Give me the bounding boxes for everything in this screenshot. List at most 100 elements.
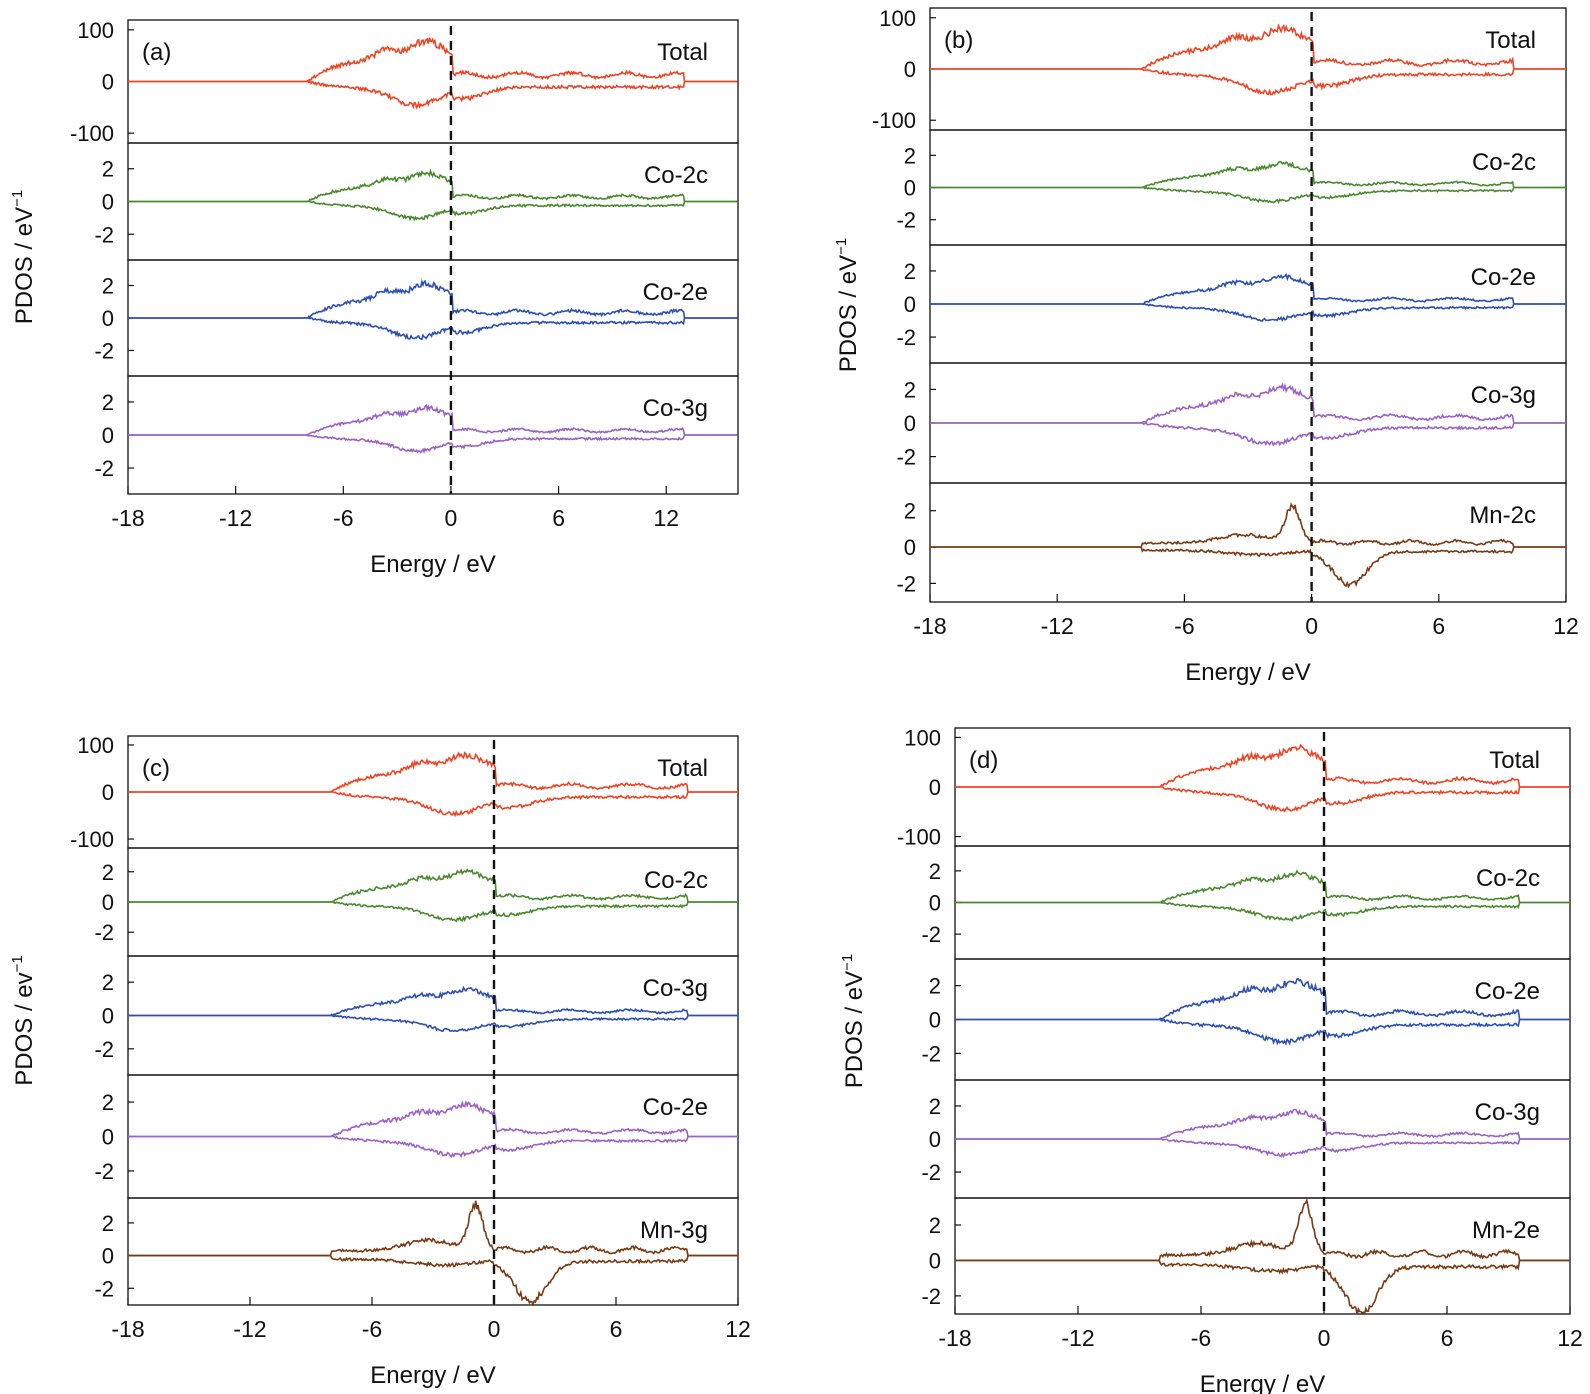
subplot-label: Co-2e [643,279,708,306]
y-tick-label: 2 [904,143,916,168]
y-axis-label-text: PDOS / eV [841,971,868,1088]
spin-down-line [955,1018,1570,1046]
subplot-co-3g: 2 0 -2 Co-3g [94,375,739,495]
y-tick-label: 2 [102,1211,114,1236]
subplot-co-2c: 2 0 -2 Co-2c [921,845,1571,960]
spin-down-line [128,791,738,818]
y-tick-label: -100 [70,827,114,852]
subplot-label: Total [657,39,708,66]
x-tick-label: -18 [938,1325,971,1351]
x-tick-label: -12 [1061,1325,1094,1351]
y-tick-label: 0 [102,70,114,95]
y-tick-label: 0 [102,306,114,331]
y-axis-label-text: PDOS / eV [835,255,862,372]
spin-down-line [930,68,1566,96]
y-tick-label: -2 [94,920,114,945]
spin-down-line [128,200,738,222]
y-tick-label: 100 [904,725,941,750]
y-tick-label: -2 [94,456,114,481]
spin-down-line [930,186,1566,205]
y-tick-label: -100 [872,108,916,133]
x-tick-label: 6 [610,1316,623,1342]
x-tick-label: -6 [1191,1325,1211,1351]
x-tick-label: 0 [1318,1325,1331,1351]
subplot-label: Total [1489,747,1540,774]
subplot-co-3g: 2 0 -2 Co-3g [896,362,1567,484]
subplot-total: 100 0 -100 Total [897,725,1571,850]
subplot-co-2e: 2 0 -2 Co-2e [94,259,739,377]
y-tick-label: 0 [904,535,916,560]
y-tick-label: 2 [102,860,114,885]
subplot-label: Mn-2c [1469,502,1536,529]
x-tick-label: -12 [233,1316,266,1342]
spin-down-line [955,1259,1570,1316]
x-axis-label: Energy / eV [370,551,495,578]
y-axis-label: PDOS / ev−1 [9,955,38,1085]
y-tick-label: -2 [921,922,941,947]
subplot-mn-2c: 2 0 -2 Mn-2c [896,482,1567,603]
y-tick-label: 2 [102,1090,114,1115]
subplot-label: Co-3g [643,395,708,422]
subplot-label: Co-2e [643,1094,708,1121]
subplot-label: Co-2e [1475,978,1540,1005]
y-tick-label: 0 [102,423,114,448]
y-tick-label: 0 [102,1244,114,1269]
y-tick-label: 0 [102,780,114,805]
spin-down-line [128,1014,738,1033]
spin-up-line [930,160,1566,189]
x-tick-label: -6 [1174,613,1194,639]
y-tick-label: 0 [929,1248,941,1273]
y-tick-label: 100 [879,6,916,31]
y-axis-label: PDOS / eV−1 [833,238,862,372]
subplot-label: Total [657,755,708,782]
spin-down-line [930,422,1566,447]
subplot-label: Total [1485,27,1536,54]
y-tick-label: -2 [896,325,916,350]
y-tick-label: 100 [77,733,114,758]
subplot-label: Co-2c [644,867,708,894]
x-tick-label: 12 [725,1316,751,1342]
y-tick-label: -2 [896,445,916,470]
y-axis-label-superscript: −1 [9,955,26,972]
spin-down-line [128,901,738,923]
x-tick-label: -18 [111,1316,144,1342]
x-tick-label: 0 [1305,613,1318,639]
y-axis-label-superscript: −1 [839,954,856,971]
y-tick-label: 0 [904,292,916,317]
y-tick-label: -100 [897,825,941,850]
y-tick-label: 2 [102,274,114,299]
y-tick-label: 2 [904,259,916,284]
chart-panel-a: 100 0 -100 Total 2 0 -2 Co-2c 2 0 -2 Co-2e 2 0 -2 Co-3g… [9,18,739,578]
subplot-total: 100 0 -100 Total [872,6,1567,133]
y-axis-label-text: PDOS / eV [11,207,38,324]
y-tick-label: 0 [904,57,916,82]
subplot-co-3g: 2 0 -2 Co-3g [94,955,739,1076]
spin-down-line [128,80,738,110]
subplot-label: Mn-3g [640,1217,708,1244]
y-axis-label-superscript: −1 [9,190,26,207]
x-tick-label: 6 [552,505,565,531]
spin-down-line [930,303,1566,323]
y-tick-label: 2 [929,1213,941,1238]
spin-up-line [930,23,1566,70]
y-tick-label: 0 [929,775,941,800]
x-tick-label: 6 [1432,613,1445,639]
x-tick-label: 12 [1557,1325,1583,1351]
subplot-total: 100 0 -100 Total [70,733,739,852]
y-tick-label: 2 [102,157,114,182]
subplot-label: Co-2c [1476,865,1540,892]
spin-down-line [128,1135,738,1159]
spin-down-line [128,434,738,454]
y-tick-label: -2 [94,222,114,247]
y-tick-label: -2 [94,338,114,363]
subplot-total: 100 0 -100 Total [70,18,739,146]
panel-label: (d) [969,747,998,774]
subplot-label: Co-2c [644,162,708,189]
chart-panel-b: 100 0 -100 Total 2 0 -2 Co-2c 2 0 -2 Co-2e 2 0 -2 Co-3g… [833,6,1579,686]
y-axis-label-text: PDOS / ev [11,972,38,1085]
y-tick-label: 2 [929,1094,941,1119]
subplot-label: Co-3g [643,975,708,1002]
y-tick-label: 2 [102,970,114,995]
y-tick-label: 100 [77,18,114,43]
